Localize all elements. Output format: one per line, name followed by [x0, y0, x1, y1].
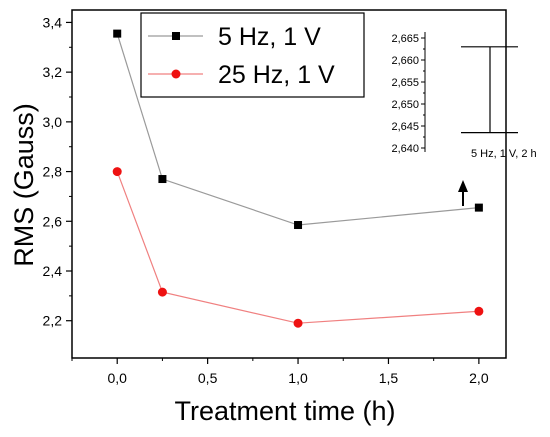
- y-tick-label: 2,4: [43, 263, 63, 279]
- inset-tick-label: 2,660: [391, 55, 419, 67]
- x-axis-title: Treatment time (h): [174, 396, 395, 426]
- inset-tick-label: 2,640: [391, 143, 419, 155]
- y-tick-label: 2,6: [43, 213, 63, 229]
- inset-tick-label: 2,665: [391, 33, 419, 45]
- series-2-point: [293, 318, 303, 328]
- legend-marker-series-1: [172, 32, 180, 40]
- legend: 5 Hz, 1 V 25 Hz, 1 V: [140, 12, 365, 98]
- inset-tick-label: 2,655: [391, 77, 419, 89]
- y-tick-label: 3,2: [43, 64, 63, 80]
- series-2-point: [112, 167, 122, 177]
- x-tick-label: 1,5: [379, 370, 399, 386]
- series-1-point: [158, 175, 167, 184]
- series-1-point: [474, 203, 483, 212]
- inset-error-bar: 2,665 2,660 2,655 2,650 2,645 2,640 5 Hz, 1 V,…: [391, 32, 537, 160]
- series-1-line: [116, 33, 479, 226]
- series-2-line: [116, 171, 479, 324]
- series-1-point: [294, 221, 303, 230]
- y-axis-title: RMS (Gauss): [9, 103, 39, 267]
- plot-frame: [71, 9, 507, 359]
- x-tick-label: 1,0: [288, 370, 308, 386]
- arrow-icon: [458, 180, 468, 206]
- series-1-point: [113, 29, 122, 38]
- legend-label-series-1: 5 Hz, 1 V: [218, 23, 321, 51]
- inset-label: 5 Hz, 1 V, 2 h: [471, 148, 537, 160]
- x-tick-label: 2,0: [469, 370, 489, 386]
- inset-tick-label: 2,645: [391, 121, 419, 133]
- legend-label-series-2: 25 Hz, 1 V: [218, 61, 335, 89]
- series-2-point: [157, 287, 167, 297]
- y-tick-label: 2,2: [43, 313, 63, 329]
- y-tick-label: 2,8: [43, 164, 63, 180]
- series-2-point: [474, 306, 484, 316]
- y-tick-label: 3,4: [43, 14, 63, 30]
- y-tick-label: 3,0: [43, 114, 63, 130]
- legend-marker-series-2: [171, 69, 181, 79]
- inset-tick-label: 2,650: [391, 99, 419, 111]
- x-tick-label: 0,5: [198, 370, 218, 386]
- x-tick-label: 0,0: [107, 370, 127, 386]
- plot-layer: 0,0 0,5 1,0 1,5 2,0 2,2 2,4 2,6 2,8 3,0 3,2 3,4: [43, 9, 507, 386]
- legend-box: [140, 12, 365, 98]
